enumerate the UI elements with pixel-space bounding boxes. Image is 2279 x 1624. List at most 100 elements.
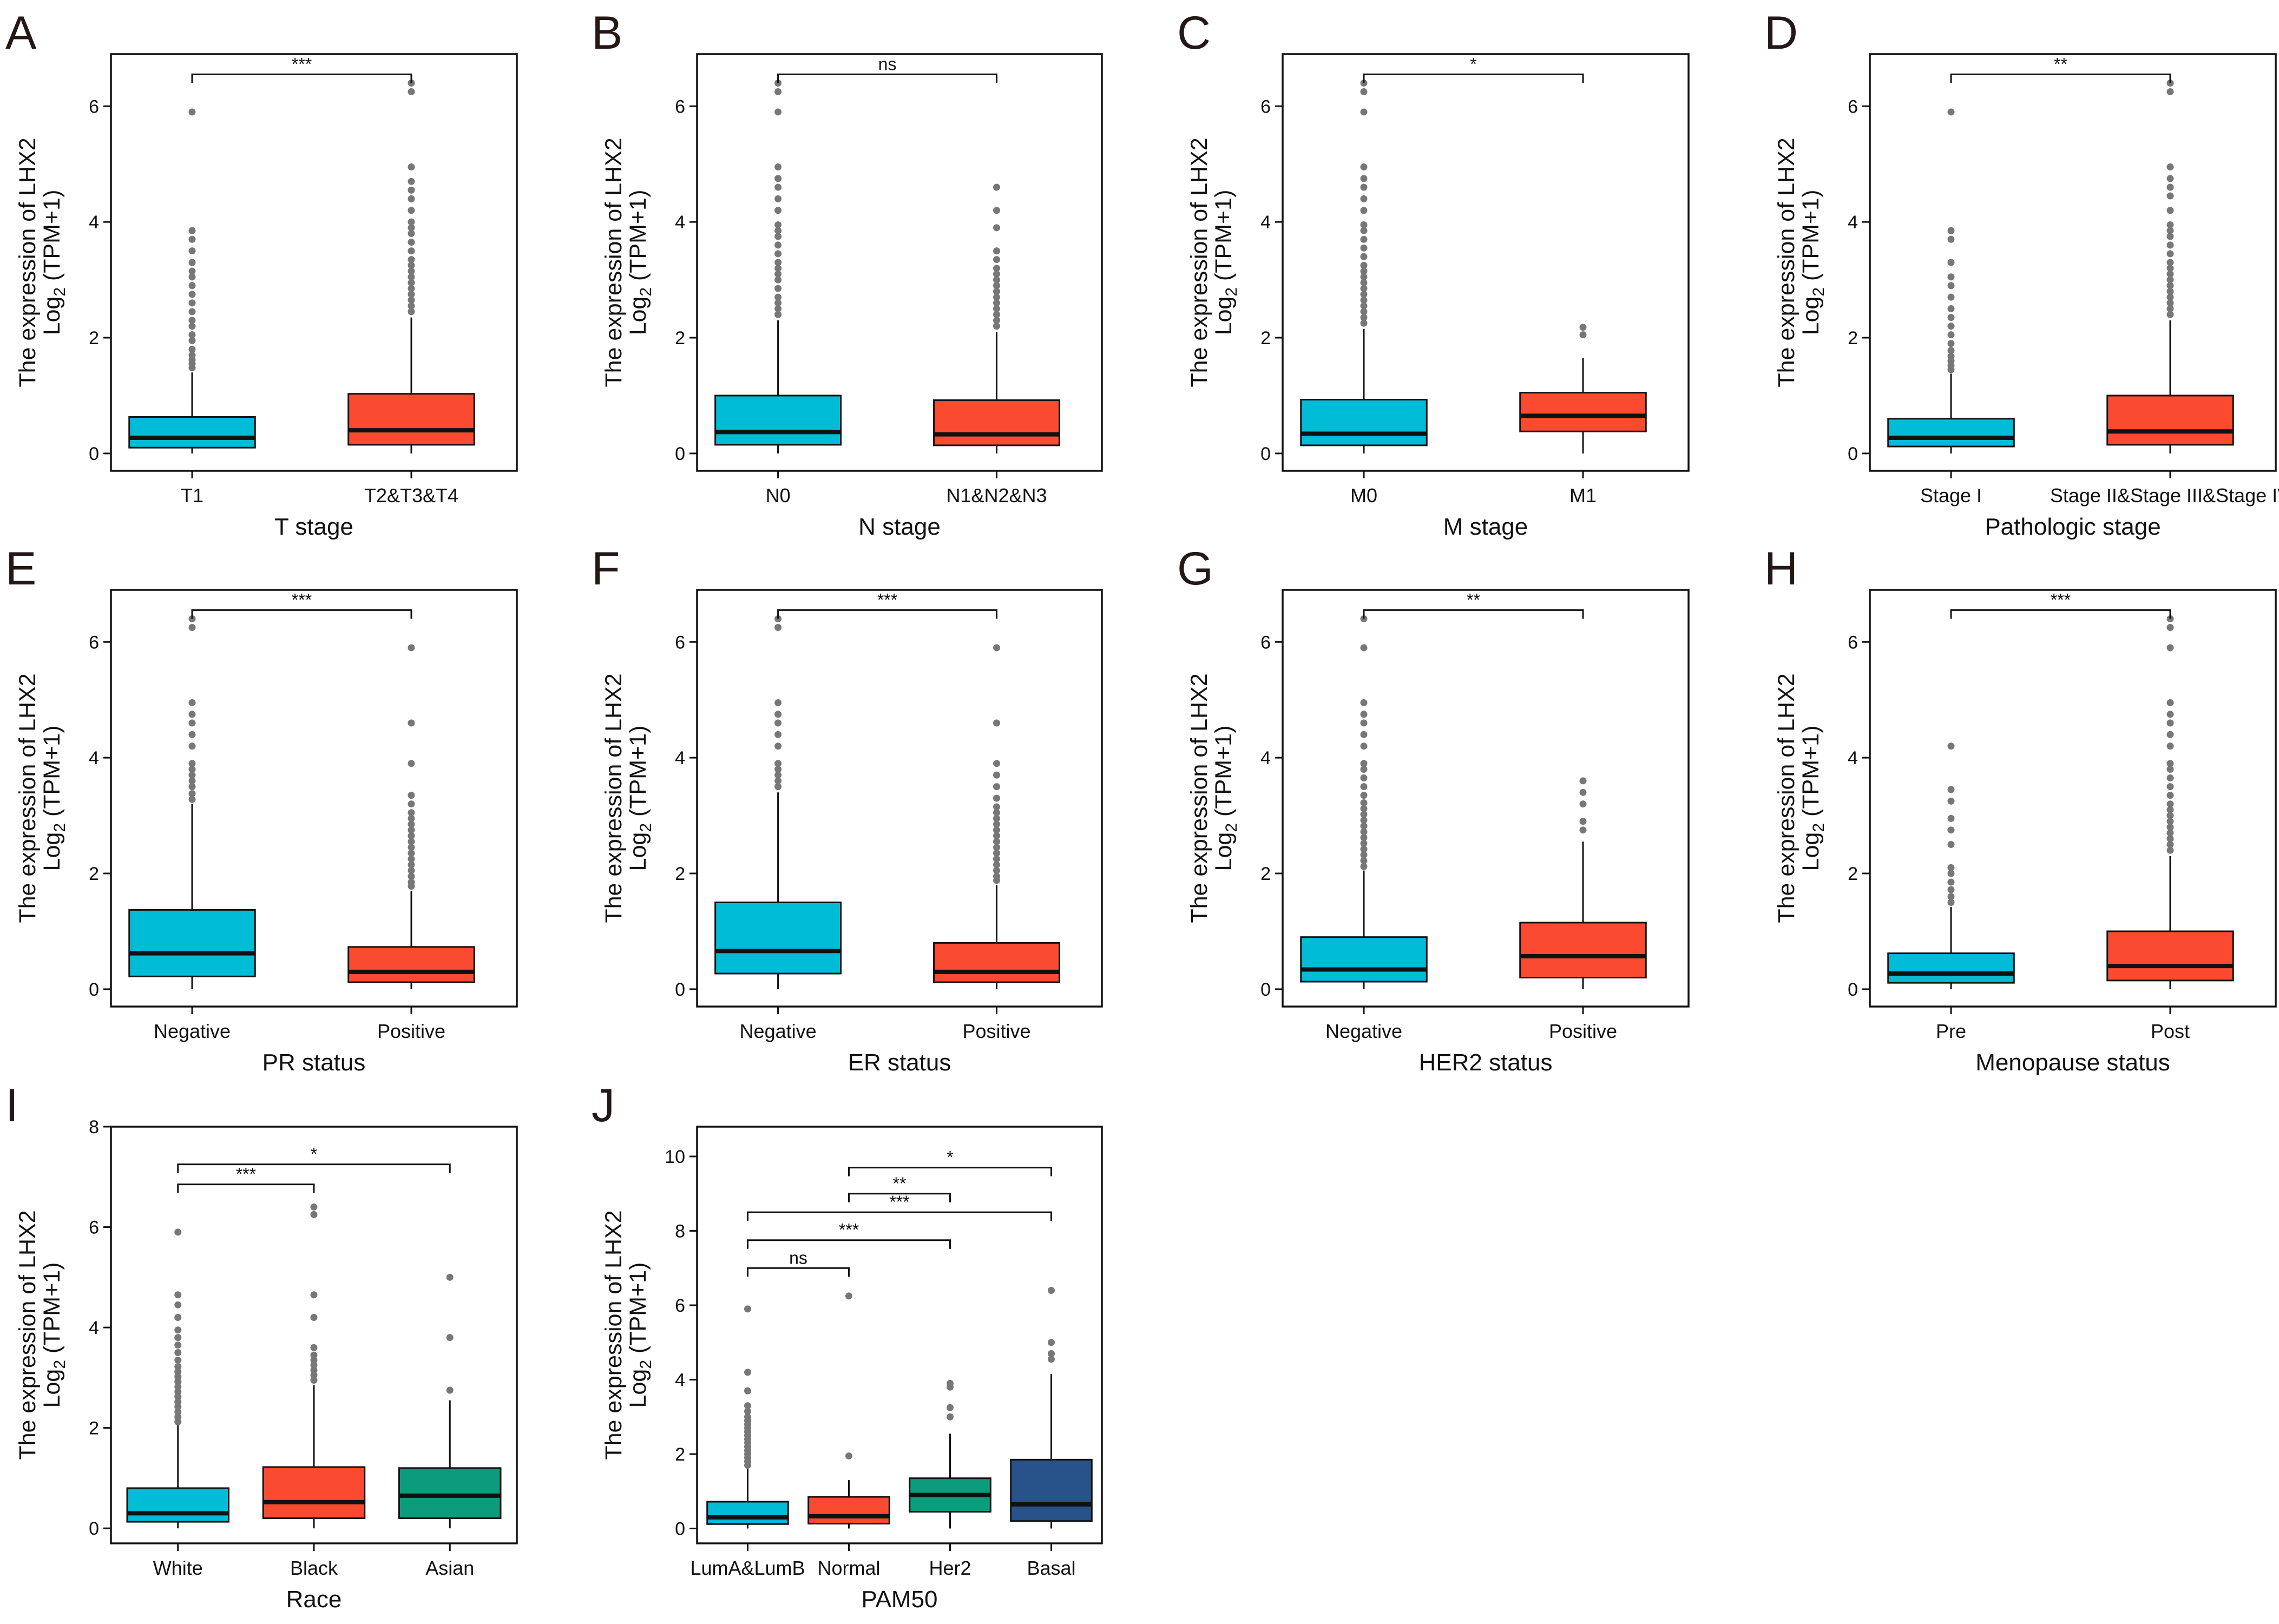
box-positive	[933, 942, 1060, 983]
outlier-point	[188, 331, 196, 339]
outlier-point	[174, 1291, 182, 1299]
y-tick-label: 4	[675, 212, 685, 233]
x-axis-label: ER status	[848, 1049, 951, 1076]
outlier-point	[408, 867, 415, 875]
y-axis-label-unit: Log2 (TPM+1)	[625, 726, 655, 871]
outlier-point	[1360, 839, 1368, 847]
outlier-point	[408, 88, 415, 96]
outlier-point	[188, 624, 196, 632]
outlier-point	[408, 261, 415, 269]
outlier-point	[408, 792, 415, 799]
outlier-point	[188, 771, 196, 779]
y-axis-label-log: Log	[625, 832, 651, 871]
outlier-point	[188, 351, 196, 359]
outlier-point	[2166, 774, 2174, 782]
outlier-point	[408, 177, 415, 185]
y-tick-label: 2	[1848, 328, 1858, 349]
outlier-point	[744, 1413, 751, 1421]
significance-bracket	[848, 1167, 1052, 1176]
outlier-point	[774, 742, 782, 750]
significance-label: ***	[2051, 590, 2071, 609]
outlier-point	[188, 235, 196, 243]
outlier-point	[408, 267, 415, 275]
outlier-point	[1579, 818, 1587, 825]
outlier-point	[408, 644, 415, 652]
y-tick-label: 6	[89, 1218, 99, 1238]
outlier-point	[1360, 227, 1368, 234]
outlier-point	[408, 186, 415, 194]
outlier-point	[446, 1386, 454, 1394]
outlier-point	[2166, 293, 2174, 301]
outlier-point	[993, 299, 1001, 307]
y-axis-label-subscript: 2	[51, 823, 69, 832]
outlier-point	[408, 163, 415, 171]
outlier-point	[408, 297, 415, 304]
y-axis-label-subscript: 2	[1810, 287, 1828, 297]
outlier-point	[1360, 699, 1368, 707]
outlier-point	[993, 803, 1001, 811]
y-tick-label: 2	[1848, 864, 1858, 884]
plot-frame	[1282, 589, 1690, 1008]
x-tick-label: Basal	[1027, 1557, 1075, 1579]
significance-label: ***	[889, 1192, 909, 1212]
outlier-point	[1360, 207, 1368, 214]
panel-letter: B	[592, 7, 622, 59]
outlier-point	[310, 1371, 318, 1379]
y-tick-label: 2	[89, 328, 99, 349]
y-tick-label: 6	[675, 632, 685, 653]
outlier-point	[408, 826, 415, 834]
outlier-point	[1579, 788, 1587, 796]
outlier-point	[993, 844, 1001, 851]
y-axis-label-log: Log	[39, 297, 65, 336]
plot-frame	[696, 589, 1103, 1008]
outlier-point	[174, 1334, 182, 1342]
outlier-point	[2166, 792, 2174, 799]
outlier-point	[993, 224, 1001, 232]
outlier-point	[408, 308, 415, 315]
box-m1	[1519, 392, 1647, 432]
outlier-point	[1947, 323, 1955, 330]
outlier-point	[774, 88, 782, 96]
outlier-point	[2166, 88, 2174, 96]
y-tick-label: 0	[89, 444, 99, 464]
x-tick-label: Positive	[962, 1020, 1030, 1042]
outlier-point	[1947, 893, 1955, 900]
y-axis-label-tpm: (TPM+1)	[1798, 190, 1824, 287]
outlier-point	[408, 814, 415, 822]
outlier-point	[2166, 846, 2174, 854]
plot-frame	[696, 1126, 1103, 1544]
outlier-point	[1360, 285, 1368, 292]
outlier-point	[744, 1408, 751, 1415]
outlier-point	[188, 615, 196, 622]
plot-frame	[1282, 53, 1690, 472]
outlier-point	[1947, 305, 1955, 313]
outlier-point	[174, 1408, 182, 1416]
outlier-point	[1360, 792, 1368, 799]
outlier-point	[1360, 799, 1368, 807]
outlier-point	[2166, 221, 2174, 228]
y-tick-label: 4	[675, 1370, 685, 1391]
box-t2-t3-t4	[347, 393, 475, 446]
y-axis-label-tpm: (TPM+1)	[1798, 726, 1824, 823]
y-axis-label-tpm: (TPM+1)	[625, 1263, 651, 1360]
outlier-point	[174, 1368, 182, 1376]
outlier-point	[1947, 273, 1955, 281]
outlier-point	[1360, 183, 1368, 191]
y-tick-label: 6	[89, 632, 99, 653]
outlier-point	[2166, 270, 2174, 278]
y-axis-label-log: Log	[625, 297, 651, 336]
outlier-point	[408, 809, 415, 817]
significance-label: ***	[877, 590, 897, 609]
x-tick-label: Normal	[817, 1557, 880, 1579]
outlier-point	[188, 766, 196, 773]
y-tick-label: 0	[675, 444, 685, 464]
y-tick-label: 8	[89, 1117, 99, 1138]
outlier-point	[993, 820, 1001, 828]
y-tick-label: 2	[89, 1418, 99, 1439]
y-axis-label-subscript: 2	[1810, 823, 1828, 832]
outlier-point	[408, 760, 415, 767]
x-tick-label: Positive	[1549, 1020, 1617, 1042]
outlier-point	[774, 163, 782, 171]
